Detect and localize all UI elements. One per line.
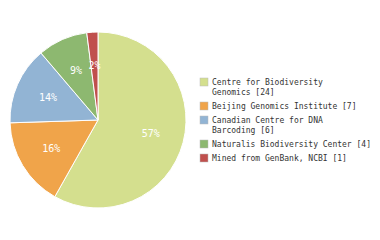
data-labels: 57% 16% 14% 9% 2%: [39, 60, 160, 154]
legend-swatch: [200, 102, 208, 110]
legend-swatch: [200, 78, 208, 86]
chart-container: 57% 16% 14% 9% 2% Centre for BiodiversityGeno…: [0, 0, 380, 240]
legend-swatch: [200, 154, 208, 162]
data-label: 9%: [70, 65, 82, 76]
data-label: 16%: [42, 143, 60, 154]
legend-label: Naturalis Biodiversity Center [4]: [212, 140, 371, 149]
legend-label: Centre for BiodiversityGenomics [24]: [212, 78, 323, 97]
pie: [10, 32, 186, 208]
pie-slice: [41, 33, 98, 120]
pie-slice: [10, 120, 98, 197]
legend-label: Canadian Centre for DNABarcoding [6]: [212, 116, 323, 135]
pie-slice: [87, 32, 98, 120]
legend-label: Mined from GenBank, NCBI [1]: [212, 154, 347, 163]
data-label: 2%: [88, 60, 100, 71]
legend-swatch: [200, 140, 208, 148]
data-label: 14%: [39, 92, 57, 103]
data-label: 57%: [142, 128, 160, 139]
legend-swatch: [200, 116, 208, 124]
legend-label: Beijing Genomics Institute [7]: [212, 102, 357, 111]
chart: 57% 16% 14% 9% 2% Centre for BiodiversityGeno…: [0, 0, 380, 240]
legend: Centre for BiodiversityGenomics [24] Beij…: [200, 78, 371, 163]
